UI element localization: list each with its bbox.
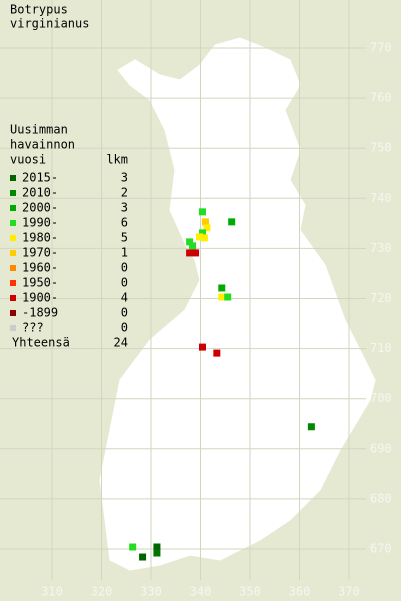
observation-square	[198, 343, 206, 351]
legend-label: 1970-	[22, 246, 58, 260]
observation-square	[153, 549, 161, 557]
legend-swatch	[10, 205, 16, 211]
legend-count: 0	[121, 261, 128, 275]
legend-total: 24	[114, 336, 128, 350]
legend-swatch	[10, 235, 16, 241]
legend-label: 2010-	[22, 186, 58, 200]
observations	[129, 208, 315, 561]
legend-count: 0	[121, 306, 128, 320]
legend-label: 1900-	[22, 291, 58, 305]
legend-heading: vuosi	[10, 153, 46, 167]
observation-square	[224, 293, 232, 301]
grid	[0, 0, 366, 580]
x-tick-label: 370	[338, 585, 360, 599]
legend-count: 3	[121, 171, 128, 185]
legend-swatch	[10, 265, 16, 271]
y-tick-label: 680	[370, 491, 392, 505]
observation-square	[186, 249, 194, 257]
y-tick-label: 750	[370, 141, 392, 155]
legend: 2015- 3 2010- 2 2000- 3 1990- 6 1980- 5 1970- 1 1960…	[10, 171, 128, 350]
title-line: virginianus	[10, 17, 89, 31]
legend-total-label: Yhteensä	[12, 336, 70, 350]
observation-square	[153, 543, 161, 551]
title-line: Botrypus	[10, 3, 68, 17]
observation-square	[218, 293, 226, 301]
legend-swatch	[10, 280, 16, 286]
y-tick-label: 720	[370, 291, 392, 305]
x-tick-label: 330	[140, 585, 162, 599]
legend-count: 6	[121, 216, 128, 230]
x-tick-label: 340	[190, 585, 212, 599]
observation-square	[139, 553, 147, 561]
legend-swatch	[10, 325, 16, 331]
observation-square	[203, 224, 211, 232]
x-tick-label: 350	[239, 585, 261, 599]
observation-square	[228, 218, 236, 226]
legend-heading: havainnon	[10, 138, 75, 152]
legend-count: 0	[121, 321, 128, 335]
observation-square	[198, 229, 206, 237]
observation-square	[200, 234, 208, 242]
observation-square	[192, 249, 200, 257]
y-tick-label: 740	[370, 191, 392, 205]
x-tick-label: 360	[289, 585, 311, 599]
legend-swatch	[10, 175, 16, 181]
observation-square	[196, 233, 204, 241]
y-tick-label: 730	[370, 241, 392, 255]
legend-count: 2	[121, 186, 128, 200]
observation-square	[201, 218, 209, 226]
legend-swatch	[10, 250, 16, 256]
legend-count: 5	[121, 231, 128, 245]
observation-square	[189, 242, 197, 250]
x-tick-label: 320	[91, 585, 113, 599]
x-tick-label: 310	[41, 585, 63, 599]
legend-count: 0	[121, 276, 128, 290]
legend-label: 1960-	[22, 261, 58, 275]
legend-label: 2015-	[22, 171, 58, 185]
y-tick-label: 760	[370, 91, 392, 105]
legend-swatch	[10, 190, 16, 196]
legend-label: 1950-	[22, 276, 58, 290]
legend-label: 2000-	[22, 201, 58, 215]
observation-square	[218, 284, 226, 292]
y-tick-label: 770	[370, 41, 392, 55]
legend-swatch	[10, 310, 16, 316]
legend-swatch	[10, 220, 16, 226]
finland-outline	[99, 37, 376, 571]
observation-square	[186, 238, 194, 246]
observation-square	[307, 423, 315, 431]
legend-label: 1990-	[22, 216, 58, 230]
legend-count: 3	[121, 201, 128, 215]
legend-label: ???	[22, 321, 44, 335]
legend-count: 1	[121, 246, 128, 260]
y-tick-label: 710	[370, 341, 392, 355]
y-tick-label: 670	[370, 542, 392, 556]
legend-label: -1899	[22, 306, 58, 320]
legend-swatch	[10, 295, 16, 301]
observation-square	[129, 543, 137, 551]
y-tick-label: 690	[370, 441, 392, 455]
legend-heading: Uusimman	[10, 123, 68, 137]
observation-square	[198, 208, 206, 216]
observation-square	[213, 349, 221, 357]
legend-label: 1980-	[22, 231, 58, 245]
legend-count: 4	[121, 291, 128, 305]
y-tick-label: 700	[370, 391, 392, 405]
legend-count-heading: lkm	[106, 153, 128, 167]
